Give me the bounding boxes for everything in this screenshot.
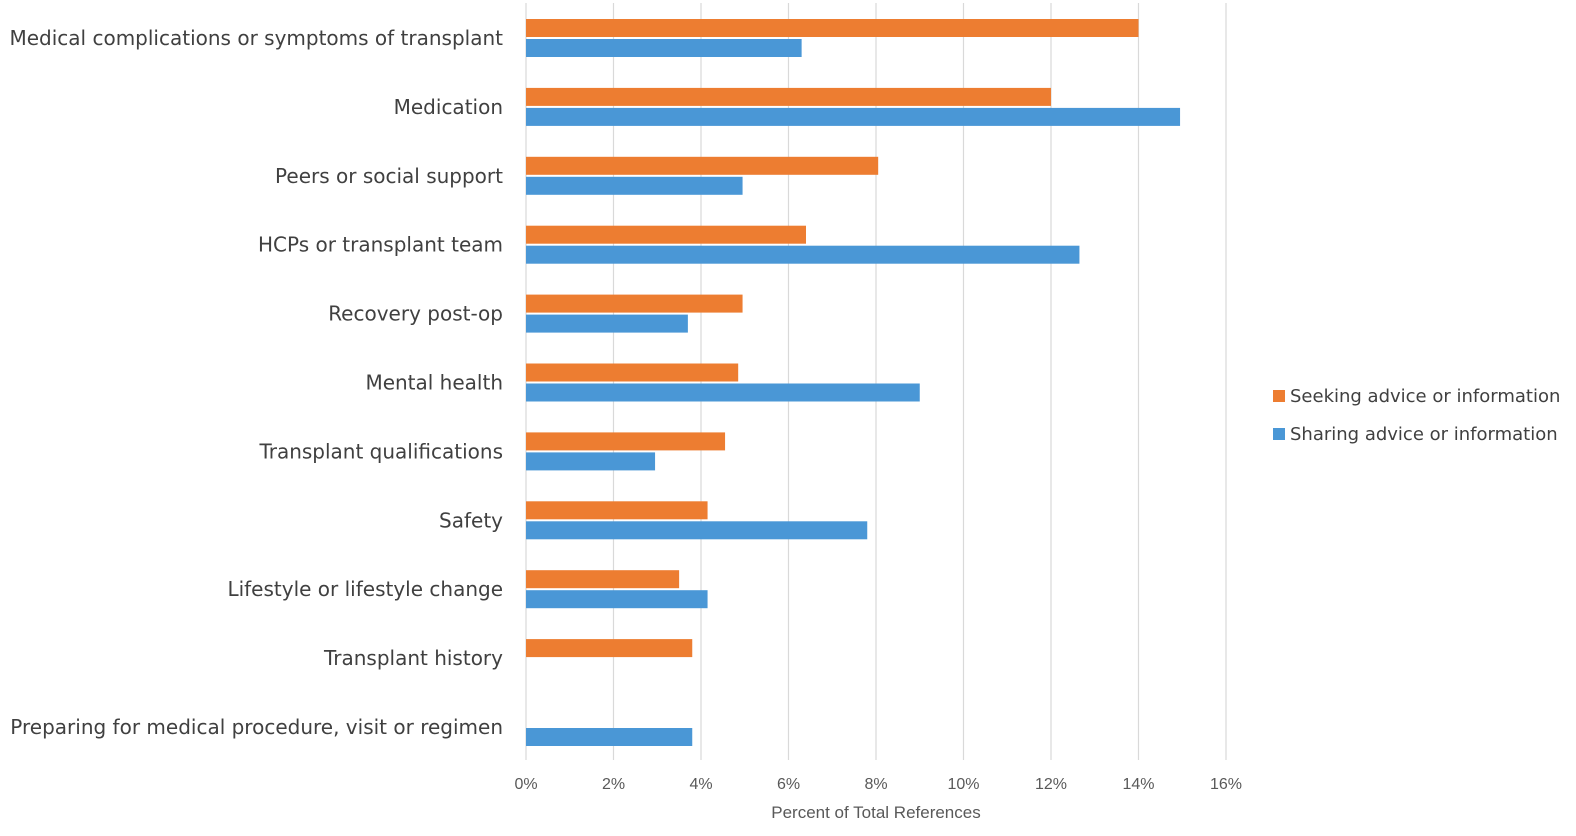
bar-sharing — [526, 176, 743, 195]
bars — [526, 19, 1181, 746]
legend-label: Sharing advice or information — [1290, 424, 1558, 445]
x-tick-label: 0% — [514, 776, 537, 793]
category-label: Preparing for medical procedure, visit o… — [10, 715, 503, 739]
x-tick-label: 4% — [689, 776, 712, 793]
x-tick-label: 2% — [602, 776, 625, 793]
bar-sharing — [526, 521, 868, 540]
category-label: Lifestyle or lifestyle change — [227, 577, 503, 601]
bar-sharing — [526, 245, 1080, 264]
category-label: Mental health — [365, 371, 503, 395]
x-tick-label: 8% — [864, 776, 887, 793]
bar-seeking — [526, 570, 680, 589]
category-label: Recovery post-op — [328, 302, 503, 326]
gridlines — [525, 3, 1227, 760]
bar-seeking — [526, 225, 806, 244]
category-label: HCPs or transplant team — [258, 233, 503, 257]
legend-label: Seeking advice or information — [1290, 386, 1560, 407]
bar-sharing — [526, 452, 656, 471]
category-label: Medical complications or symptoms of tra… — [9, 26, 503, 50]
category-labels: Medical complications or symptoms of tra… — [9, 26, 503, 739]
x-axis-title: Percent of Total References — [771, 803, 980, 822]
legend: Seeking advice or information Sharing adv… — [1273, 386, 1560, 445]
bar-seeking — [526, 156, 879, 175]
bar-sharing — [526, 383, 920, 402]
bar-sharing — [526, 728, 693, 746]
bar-sharing — [526, 314, 688, 333]
category-label: Peers or social support — [275, 164, 503, 188]
bar-seeking — [526, 363, 739, 382]
category-label: Medication — [394, 95, 503, 119]
category-label: Transplant history — [323, 646, 503, 670]
bar-seeking — [526, 87, 1051, 106]
x-tick-label: 10% — [947, 776, 979, 793]
category-label: Safety — [439, 508, 503, 532]
x-tick-label: 14% — [1122, 776, 1154, 793]
x-tick-label: 12% — [1035, 776, 1067, 793]
bar-seeking — [526, 294, 743, 313]
legend-swatch — [1273, 428, 1285, 440]
bar-sharing — [526, 39, 802, 57]
category-label: Transplant qualifications — [258, 439, 503, 463]
x-tick-label: 6% — [777, 776, 800, 793]
x-tick-label: 16% — [1210, 776, 1242, 793]
legend-swatch — [1273, 390, 1285, 402]
x-tick-labels: 0% 2% 4% 6% 8% 10% 12% 14% 16% — [514, 776, 1242, 793]
bar-seeking — [526, 639, 693, 658]
bar-seeking — [526, 19, 1139, 37]
bar-sharing — [526, 107, 1181, 126]
bar-seeking — [526, 501, 708, 520]
bar-seeking — [526, 432, 726, 451]
bar-sharing — [526, 590, 708, 609]
